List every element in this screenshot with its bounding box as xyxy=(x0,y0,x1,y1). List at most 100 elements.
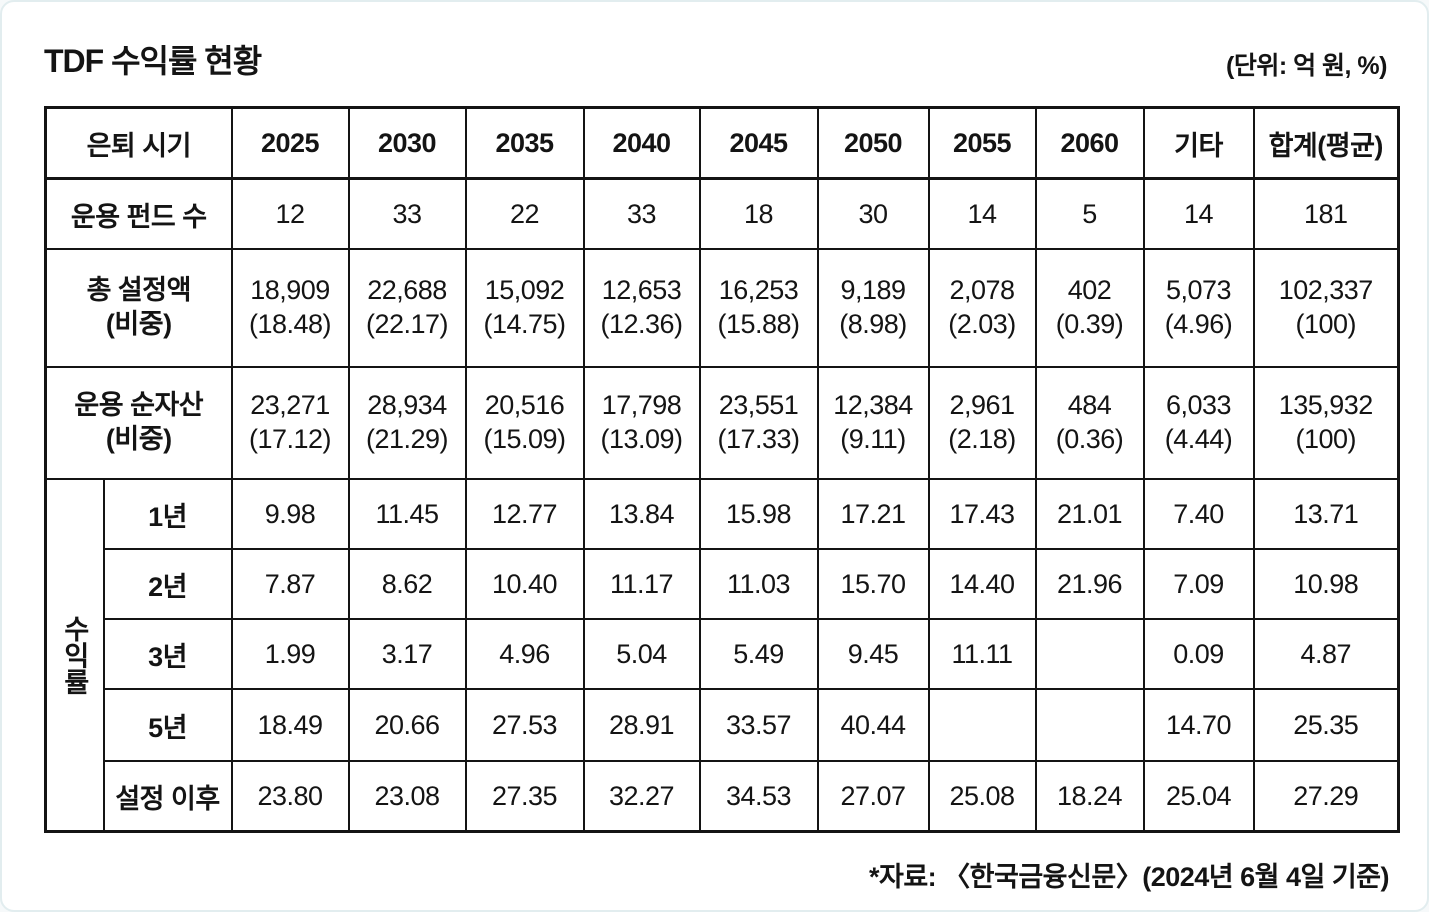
cell-return-2y: 21.96 xyxy=(1034,548,1145,620)
cell-net-assets: 17,798 (13.09) xyxy=(582,366,701,480)
cell-net-assets: 28,934 (21.29) xyxy=(347,366,467,480)
row-label-2y: 2년 xyxy=(102,548,233,620)
cell-return-2y: 14.40 xyxy=(927,548,1037,620)
cell-total-setup: 5,073 (4.96) xyxy=(1142,248,1255,368)
cell-total-setup: 22,688 (22.17) xyxy=(347,248,467,368)
tdf-returns-table: 은퇴 시기 2025 2030 2035 2040 2045 2050 2055… xyxy=(44,106,1400,833)
amount: 484 xyxy=(1067,390,1112,421)
table-row-return-1y: 수익률 1년 9.98 11.45 12.77 13.84 15.98 17.2… xyxy=(44,478,1400,833)
share: (21.29) xyxy=(365,424,449,454)
amount: 20,516 xyxy=(484,390,565,421)
amount: 23,271 xyxy=(250,390,330,421)
share: (4.96) xyxy=(1164,309,1233,339)
cell-net-assets: 23,551 (17.33) xyxy=(698,366,819,480)
cell-net-assets: 135,932 (100) xyxy=(1252,366,1400,480)
cell-return-3y xyxy=(1034,618,1145,690)
cell-fund-count: 30 xyxy=(816,177,930,250)
row-label-since-inception: 설정 이후 xyxy=(102,760,233,833)
cell-total-setup: 18,909 (18.48) xyxy=(230,248,350,368)
table-row-return-2y: 2년 7.87 8.62 10.40 11.17 11.03 15.70 14.… xyxy=(46,548,1400,620)
amount: 18,909 xyxy=(250,275,330,306)
cell-net-assets: 484 (0.36) xyxy=(1034,366,1145,480)
cell-return-inception: 25.04 xyxy=(1142,760,1255,833)
cell-return-3y: 11.11 xyxy=(927,618,1037,690)
returns-group-label: 수익률 xyxy=(44,478,105,833)
cell-return-inception: 27.35 xyxy=(464,760,585,833)
share: (100) xyxy=(1295,309,1357,339)
table-row-fund-count: 운용 펀드 수 12 33 22 33 18 30 14 5 14 181 xyxy=(44,177,1400,250)
cell-return-inception: 32.27 xyxy=(582,760,701,833)
amount: 23,551 xyxy=(718,390,799,421)
col-header-total: 합계(평균) xyxy=(1252,106,1400,180)
col-header-2060: 2060 xyxy=(1034,106,1145,180)
share: (9.11) xyxy=(840,424,906,454)
cell-return-2y: 8.62 xyxy=(347,548,467,620)
cell-return-5y: 40.44 xyxy=(816,688,930,762)
cell-net-assets: 12,384 (9.11) xyxy=(816,366,930,480)
cell-return-1y: 15.98 xyxy=(698,478,819,550)
cell-total-setup: 12,653 (12.36) xyxy=(582,248,701,368)
cell-return-5y: 28.91 xyxy=(582,688,701,762)
cell-return-1y: 9.98 xyxy=(230,478,350,550)
unit-note: (단위: 억 원, %) xyxy=(1226,52,1388,80)
col-header-2030: 2030 xyxy=(347,106,467,180)
cell-return-5y xyxy=(1034,688,1145,762)
col-header-2035: 2035 xyxy=(464,106,585,180)
cell-total-setup: 16,253 (15.88) xyxy=(698,248,819,368)
cell-return-1y: 7.40 xyxy=(1142,478,1255,550)
cell-fund-count: 33 xyxy=(347,177,467,250)
col-header-2050: 2050 xyxy=(816,106,930,180)
row-label-sub: (비중) xyxy=(105,424,172,454)
cell-return-3y: 4.87 xyxy=(1252,618,1400,690)
share: (12.36) xyxy=(600,309,683,339)
cell-return-3y: 9.45 xyxy=(816,618,930,690)
table-row-return-5y: 5년 18.49 20.66 27.53 28.91 33.57 40.44 1… xyxy=(46,688,1400,762)
share: (8.98) xyxy=(839,309,907,339)
cell-net-assets: 23,271 (17.12) xyxy=(230,366,350,480)
cell-return-5y: 14.70 xyxy=(1142,688,1255,762)
cell-total-setup: 402 (0.39) xyxy=(1034,248,1145,368)
amount: 2,078 xyxy=(949,275,1015,306)
col-header-2025: 2025 xyxy=(230,106,350,180)
amount: 12,384 xyxy=(833,390,913,421)
table-row-return-since-inception: 설정 이후 23.80 23.08 27.35 32.27 34.53 27.0… xyxy=(46,760,1400,833)
cell-return-1y: 12.77 xyxy=(464,478,585,550)
cell-return-3y: 1.99 xyxy=(230,618,350,690)
row-label-main: 총 설정액 xyxy=(86,275,192,306)
table-row-header: 은퇴 시기 2025 2030 2035 2040 2045 2050 2055… xyxy=(44,106,1400,180)
amount: 6,033 xyxy=(1165,390,1232,421)
page-title: TDF 수익률 현황 xyxy=(44,43,262,79)
share: (2.18) xyxy=(948,424,1016,454)
cell-return-3y: 4.96 xyxy=(464,618,585,690)
share: (18.48) xyxy=(248,309,332,339)
share: (100) xyxy=(1295,424,1357,454)
share: (2.03) xyxy=(948,309,1016,339)
share: (14.75) xyxy=(483,309,566,339)
share: (0.39) xyxy=(1055,309,1124,339)
cell-fund-count: 33 xyxy=(582,177,701,250)
amount: 17,798 xyxy=(601,390,682,421)
cell-fund-count: 18 xyxy=(698,177,819,250)
cell-net-assets: 6,033 (4.44) xyxy=(1142,366,1255,480)
table-row-total-setup: 총 설정액 (비중) 18,909 (18.48) 22,688 (22.17) 1… xyxy=(44,248,1400,368)
amount: 16,253 xyxy=(718,275,799,306)
cell-fund-count: 14 xyxy=(927,177,1037,250)
cell-fund-count: 22 xyxy=(464,177,585,250)
amount: 28,934 xyxy=(367,390,447,421)
col-header-2045: 2045 xyxy=(698,106,819,180)
share: (0.36) xyxy=(1055,424,1124,454)
cell-return-inception: 25.08 xyxy=(927,760,1037,833)
share: (4.44) xyxy=(1164,424,1233,454)
cell-fund-count: 14 xyxy=(1142,177,1255,250)
share: (22.17) xyxy=(365,309,449,339)
row-label-5y: 5년 xyxy=(102,688,233,762)
amount: 9,189 xyxy=(840,275,906,306)
row-label-1y: 1년 xyxy=(102,478,233,550)
cell-return-2y: 7.09 xyxy=(1142,548,1255,620)
cell-return-5y: 27.53 xyxy=(464,688,585,762)
cell-fund-count: 5 xyxy=(1034,177,1145,250)
table-row-net-assets: 운용 순자산 (비중) 23,271 (17.12) 28,934 (21.29) … xyxy=(44,366,1400,480)
row-label-total-setup: 총 설정액 (비중) xyxy=(44,248,233,368)
amount: 15,092 xyxy=(484,275,565,306)
cell-return-5y: 33.57 xyxy=(698,688,819,762)
